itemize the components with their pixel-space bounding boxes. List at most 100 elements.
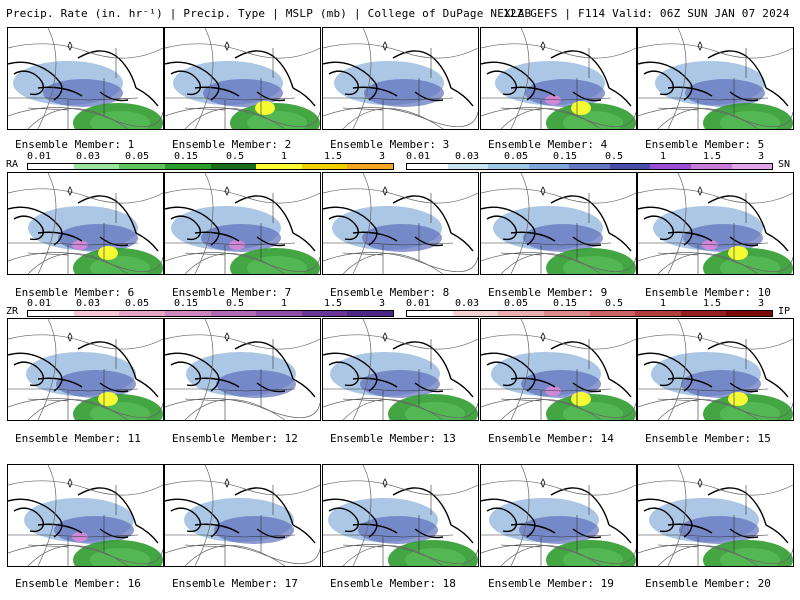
member-label: Ensemble Member: 8 [330,286,450,299]
ip-tick-label: 0.5 [604,298,624,309]
zr-legend-label: ZR [6,306,19,317]
ensemble-panel-8 [322,172,479,275]
map-panel-svg [165,465,320,566]
ra-tick-label: 0.15 [173,151,199,162]
member-label: Ensemble Member: 20 [645,577,771,590]
member-label: Ensemble Member: 19 [488,577,614,590]
member-label: Ensemble Member: 16 [15,577,141,590]
map-panel-svg [165,173,320,274]
zr-tick-label: 0.03 [75,298,101,309]
member-label: Ensemble Member: 18 [330,577,456,590]
ip-tick-label: 1.5 [702,298,722,309]
ensemble-panel-11 [7,318,164,421]
color-swatch [164,311,211,316]
color-swatch [28,311,74,316]
ensemble-panel-6 [7,172,164,275]
map-panel-svg [638,465,793,566]
map-panel-svg [481,28,636,129]
sn-tick-label: 0.01 [405,151,431,162]
ra-tick-label: 1.5 [323,151,343,162]
ensemble-panel-20 [637,464,794,567]
sn-tick-label: 3 [757,151,765,162]
ensemble-panel-9 [480,172,637,275]
ra-legend-label: RA [6,159,19,170]
header: Precip. Rate (in. hr⁻¹) | Precip. Type |… [0,0,800,26]
ra-tick-label: 0.5 [225,151,245,162]
color-swatch [731,164,773,169]
map-panel-svg [323,465,478,566]
ra-tick-label: 1 [280,151,288,162]
color-swatch [650,164,691,169]
ip-tick-label: 3 [757,298,765,309]
color-swatch [528,164,570,169]
color-swatch [690,164,732,169]
sn-tick-label: 1 [659,151,667,162]
color-swatch [210,164,257,169]
zr-tick-label: 0.01 [26,298,52,309]
color-swatch [407,311,453,316]
ra-colorbar [27,163,394,170]
map-panel-svg [481,173,636,274]
color-swatch [301,311,348,316]
color-swatch [589,311,636,316]
ensemble-panel-3 [322,27,479,130]
ensemble-panel-10 [637,172,794,275]
color-swatch [498,311,544,316]
member-label: Ensemble Member: 2 [172,138,292,151]
color-swatch [543,311,590,316]
color-swatch [301,164,348,169]
map-panel-svg [165,319,320,420]
ip-colorbar [406,310,773,317]
ip-legend-label: IP [778,306,791,317]
zr-tick-label: 3 [378,298,386,309]
color-swatch [73,311,120,316]
color-swatch [609,164,651,169]
map-panel-svg [165,28,320,129]
color-swatch [488,164,529,169]
member-label: Ensemble Member: 1 [15,138,135,151]
ensemble-panel-5 [637,27,794,130]
map-panel-svg [8,465,163,566]
color-swatch [635,311,681,316]
ensemble-panel-17 [164,464,321,567]
map-panel-svg [638,319,793,420]
zr-colorbar [27,310,394,317]
zr-tick-label: 0.5 [225,298,245,309]
color-swatch [726,311,772,316]
color-swatch [210,311,257,316]
member-label: Ensemble Member: 6 [15,286,135,299]
color-swatch [447,164,489,169]
zr-tick-label: 0.15 [173,298,199,309]
member-label: Ensemble Member: 13 [330,432,456,445]
member-label: Ensemble Member: 14 [488,432,614,445]
ra-tick-label: 3 [378,151,386,162]
color-swatch [680,311,727,316]
sn-tick-label: 0.5 [604,151,624,162]
header-right-title: 12Z GEFS | F114 Valid: 06Z SUN JAN 07 20… [503,7,790,20]
color-swatch [256,311,302,316]
color-swatch [73,164,120,169]
zr-tick-label: 1.5 [323,298,343,309]
ensemble-panel-18 [322,464,479,567]
sn-tick-label: 0.15 [552,151,578,162]
ensemble-panel-19 [480,464,637,567]
color-swatch [164,164,211,169]
map-panel-svg [481,319,636,420]
sn-tick-label: 0.05 [503,151,529,162]
color-swatch [256,164,302,169]
sn-colorbar [406,163,773,170]
ensemble-panel-15 [637,318,794,421]
member-label: Ensemble Member: 9 [488,286,608,299]
ensemble-panel-4 [480,27,637,130]
color-swatch [28,164,74,169]
ensemble-panel-13 [322,318,479,421]
map-panel-svg [323,28,478,129]
ensemble-panel-2 [164,27,321,130]
ra-tick-label: 0.03 [75,151,101,162]
map-panel-svg [638,28,793,129]
map-panel-svg [323,173,478,274]
color-swatch [347,311,393,316]
color-swatch [407,164,448,169]
map-panel-svg [323,319,478,420]
member-label: Ensemble Member: 3 [330,138,450,151]
